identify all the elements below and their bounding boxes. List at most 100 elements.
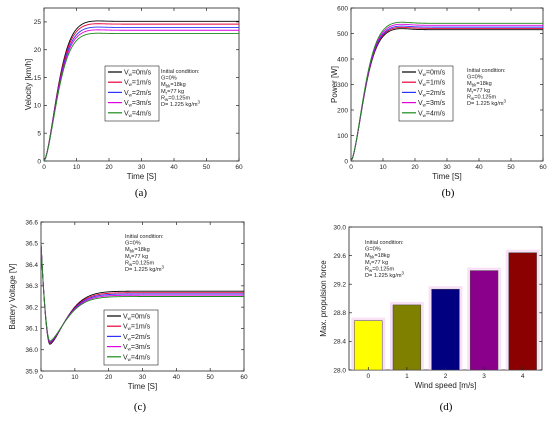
text-part: 1m/s <box>135 324 151 331</box>
condition-grade: G=0% <box>365 247 381 253</box>
text-part: = <box>426 80 430 87</box>
x-tick-label: 60 <box>240 374 248 381</box>
legend-entry: Vw=2m/s <box>123 334 151 342</box>
text-part: =0.125m <box>474 94 496 100</box>
text-part: 0m/s <box>430 70 446 77</box>
y-tick-label: 30.0 <box>333 224 346 231</box>
text-part: 3m/s <box>136 100 152 107</box>
text-part: w <box>165 97 169 102</box>
bar <box>431 288 460 371</box>
x-tick-label: 50 <box>207 374 215 381</box>
legend-entry: Vw=4m/s <box>124 110 152 118</box>
y-axis-label: Velocity [km/h] <box>24 59 33 111</box>
y-tick-label: 0 <box>344 158 348 165</box>
legend-entry: Vw=2m/s <box>418 90 446 98</box>
text-part: =18kg <box>476 81 491 87</box>
condition-air-density: D= 1.225 kg/m3 <box>365 271 405 280</box>
text-part: w <box>128 326 132 331</box>
legend-entry: Vw=1m/s <box>418 80 446 88</box>
series-line <box>40 243 244 343</box>
text-part: 0m/s <box>135 314 151 321</box>
text-part: V <box>418 90 423 97</box>
chart-panel-(a): 0 10 20 30 40 50 600510152025Vw=0m/sVw=1m/sVw=… <box>24 7 243 199</box>
x-tick-label: 20 <box>105 374 113 381</box>
text-part: M <box>125 247 130 253</box>
y-tick-label: 28.4 <box>333 339 346 346</box>
bar <box>469 270 499 371</box>
y-tick-label: 36.3 <box>25 283 38 290</box>
condition-title: Initial condition: <box>125 234 164 240</box>
text-part: 1m/s <box>430 80 446 87</box>
condition-grade: G=0% <box>467 75 483 81</box>
y-axis-label: Max. propulsion force <box>319 260 328 337</box>
text-part: w <box>471 96 475 101</box>
y-tick-label: 25 <box>34 19 42 26</box>
series-line <box>43 26 239 162</box>
text-part: R <box>125 260 129 266</box>
legend-entry: Vw=4m/s <box>418 110 446 118</box>
text-part: w <box>423 92 427 97</box>
series-line <box>350 23 543 162</box>
y-tick-label: 36.2 <box>25 304 38 311</box>
x-axis-label: Time [S] <box>432 172 461 181</box>
series-line <box>43 20 239 162</box>
text-part: M <box>125 254 130 260</box>
text-part: w <box>128 357 132 362</box>
series-line <box>43 32 239 162</box>
text-part: V <box>123 354 128 361</box>
text-part: w <box>128 316 132 321</box>
panel-label: (b) <box>442 187 455 199</box>
y-tick-label: 36.4 <box>25 262 38 269</box>
text-part: w <box>129 82 133 87</box>
x-tick-label: 10 <box>379 164 387 171</box>
x-tick-label: 0 <box>349 164 353 171</box>
condition-air-density: D= 1.225 kg/m3 <box>161 100 201 109</box>
x-tick-label: 0 <box>366 373 370 380</box>
condition-grade: G=0% <box>161 76 177 82</box>
x-axis-label: Time [S] <box>128 382 157 391</box>
x-tick-label: 40 <box>475 164 483 171</box>
x-tick-label: 20 <box>105 164 113 171</box>
text-part: M <box>365 253 370 259</box>
text-part: 4m/s <box>135 354 151 361</box>
condition-wheel-radius: Rw=0.125m <box>365 266 394 273</box>
text-part: = <box>426 100 430 107</box>
y-tick-label: 15 <box>34 75 42 82</box>
y-tick-label: 200 <box>337 107 348 114</box>
legend-box <box>104 65 160 122</box>
text-part: D= 1.225 kg/m <box>161 102 198 108</box>
text-part: V <box>124 80 129 87</box>
text-part: =0.125m <box>372 266 394 272</box>
text-part: V <box>124 70 129 77</box>
condition-bike-mass: Mbk=18kg <box>125 247 150 254</box>
text-part: 0m/s <box>136 70 152 77</box>
text-part: r <box>130 255 132 260</box>
text-part: 3m/s <box>430 100 446 107</box>
legend-entry: Vw=3m/s <box>124 100 152 108</box>
legend-entry: Vw=1m/s <box>123 324 151 332</box>
text-part: = <box>132 110 136 117</box>
text-part: = <box>131 334 135 341</box>
y-tick-label: 500 <box>337 31 348 38</box>
bar <box>392 304 422 371</box>
text-part: V <box>124 110 129 117</box>
x-tick-label: 40 <box>173 374 181 381</box>
x-tick-label: 10 <box>71 374 79 381</box>
text-part: 3m/s <box>135 344 151 351</box>
y-tick-label: 36.6 <box>25 219 38 226</box>
text-part: =18kg <box>170 82 185 88</box>
y-tick-label: 10 <box>34 103 42 110</box>
text-part: = <box>426 110 430 117</box>
text-part: w <box>129 113 133 118</box>
text-part: w <box>423 82 427 87</box>
condition-wheel-radius: Rw=0.125m <box>467 94 496 101</box>
text-part: =0.125m <box>168 95 190 101</box>
y-tick-label: 400 <box>337 56 348 63</box>
condition-title: Initial condition: <box>467 68 506 74</box>
series-line <box>350 21 543 162</box>
x-tick-label: 2 <box>444 373 448 380</box>
text-part: w <box>129 72 133 77</box>
y-tick-label: 0 <box>37 158 41 165</box>
text-part: r <box>166 90 168 95</box>
